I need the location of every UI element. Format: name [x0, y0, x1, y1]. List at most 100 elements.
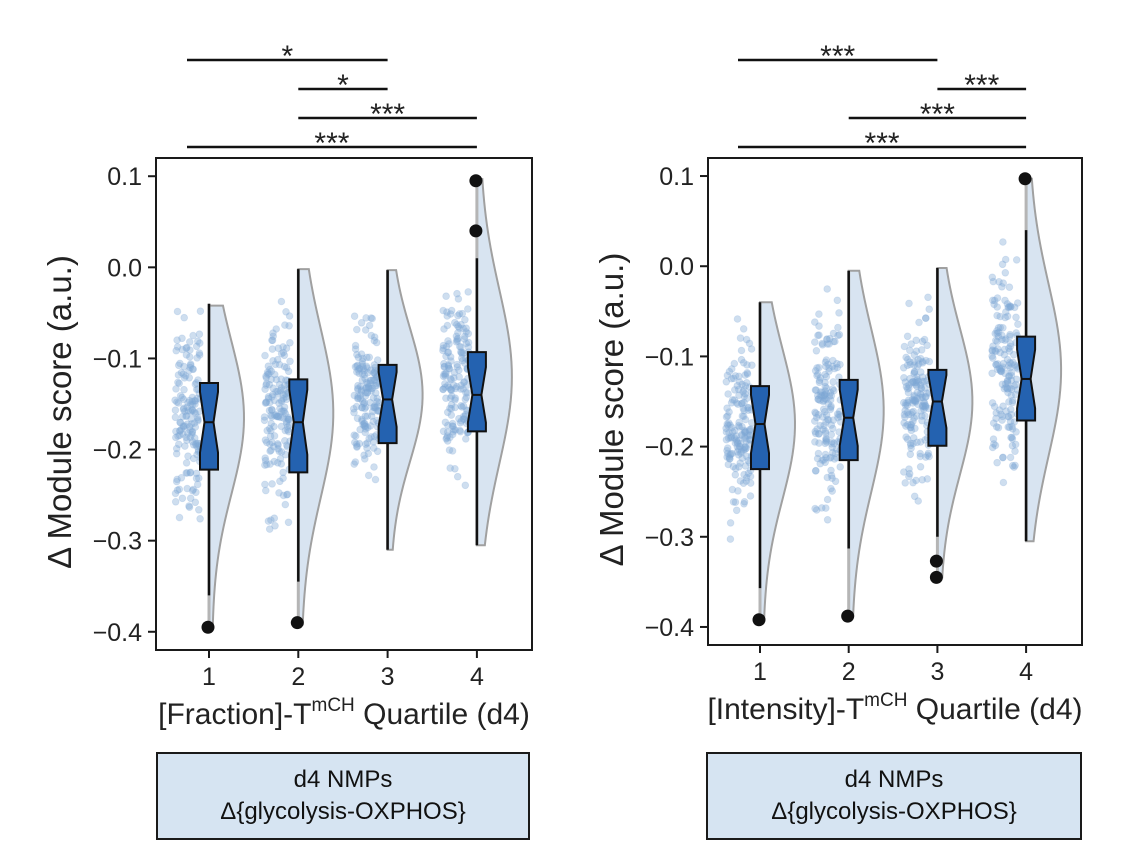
data-point: [1012, 375, 1021, 384]
data-point: [373, 356, 382, 364]
data-point: [354, 385, 362, 394]
data-point: [440, 370, 448, 378]
data-point: [356, 391, 365, 399]
data-point: [272, 412, 281, 421]
data-point: [822, 438, 831, 446]
data-point: [1006, 330, 1014, 339]
data-point: [449, 427, 458, 436]
data-point: [172, 427, 180, 436]
data-point: [264, 394, 273, 403]
outlier-point: [201, 620, 215, 634]
data-point: [726, 519, 735, 527]
data-point: [746, 472, 755, 481]
data-point: [918, 475, 926, 484]
data-point: [723, 404, 731, 413]
data-point: [266, 365, 274, 374]
data-point: [185, 373, 194, 382]
data-point: [993, 337, 1001, 346]
data-point: [371, 475, 380, 484]
data-point: [351, 341, 360, 350]
data-point: [187, 400, 195, 409]
data-point: [277, 349, 286, 358]
data-point: [354, 381, 362, 390]
data-point: [172, 444, 181, 453]
data-point: [369, 444, 378, 452]
data-point: [740, 499, 748, 508]
data-point: [730, 434, 739, 442]
data-point: [900, 342, 909, 351]
data-point: [440, 363, 449, 371]
left-ytick-label: 0.0: [107, 254, 142, 282]
data-point: [907, 423, 915, 432]
outlier-point: [841, 609, 855, 623]
data-point: [925, 452, 933, 461]
data-point: [733, 381, 742, 390]
data-point: [445, 383, 453, 392]
data-point: [176, 418, 184, 427]
data-point: [723, 453, 731, 461]
data-point: [171, 497, 180, 506]
data-point: [902, 433, 910, 441]
data-point: [265, 380, 274, 389]
data-point: [265, 398, 274, 407]
data-point: [818, 339, 826, 348]
data-point: [276, 404, 284, 413]
data-point: [912, 412, 921, 420]
data-point: [360, 455, 369, 463]
data-point: [1005, 283, 1014, 292]
data-point: [1005, 423, 1014, 432]
data-point: [728, 428, 737, 436]
data-point: [261, 454, 270, 462]
data-point: [816, 459, 824, 468]
data-point: [989, 419, 998, 427]
data-point: [367, 331, 376, 340]
data-point: [269, 329, 277, 337]
data-point: [447, 392, 456, 400]
data-point: [186, 494, 195, 503]
data-point: [455, 366, 463, 375]
data-point: [993, 329, 1001, 338]
data-point: [354, 366, 363, 374]
data-point: [913, 373, 921, 381]
data-point: [742, 378, 751, 387]
data-point: [998, 335, 1006, 344]
data-point: [271, 410, 280, 419]
data-point: [988, 443, 997, 452]
data-point: [988, 399, 997, 407]
data-point: [826, 396, 835, 404]
data-point: [274, 441, 282, 449]
data-point: [455, 414, 463, 423]
data-point: [357, 350, 366, 358]
data-point: [350, 391, 359, 400]
data-point: [743, 368, 751, 377]
data-point: [814, 331, 822, 340]
data-point: [899, 398, 908, 407]
data-point: [811, 467, 820, 475]
data-point: [989, 435, 998, 443]
data-point: [283, 490, 292, 499]
data-point: [439, 346, 447, 355]
data-point: [439, 427, 448, 436]
data-point: [269, 332, 278, 341]
data-point: [827, 440, 836, 448]
data-point: [829, 386, 838, 395]
data-point: [353, 414, 362, 423]
data-point: [454, 328, 462, 337]
data-point: [195, 474, 203, 483]
data-point: [373, 447, 382, 456]
data-point: [999, 402, 1007, 411]
data-point: [918, 393, 927, 402]
data-point: [362, 403, 370, 411]
data-point: [459, 412, 468, 421]
data-point: [450, 374, 458, 382]
left-caption-box: d4 NMPs Δ{glycolysis-OXPHOS}: [156, 752, 530, 840]
data-point: [914, 497, 922, 505]
data-point: [443, 428, 452, 436]
data-point: [739, 325, 748, 333]
data-point: [174, 399, 183, 407]
data-point: [1008, 396, 1017, 405]
data-point: [286, 338, 294, 347]
data-point: [370, 403, 379, 412]
data-point: [182, 344, 190, 352]
data-point: [171, 406, 180, 415]
